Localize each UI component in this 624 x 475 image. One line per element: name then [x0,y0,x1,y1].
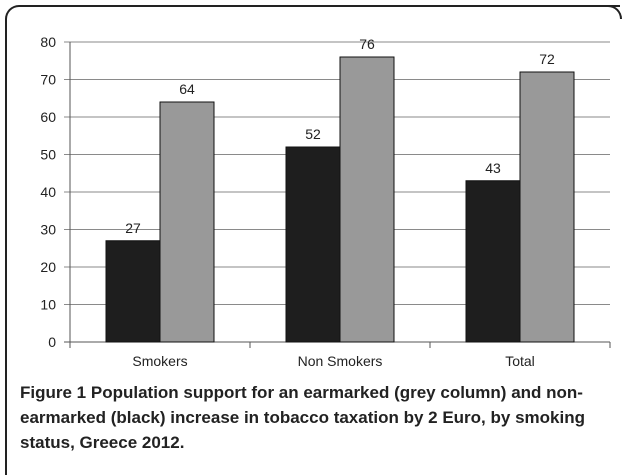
data-label-s1-c1: 76 [359,36,375,52]
data-label-s1-c0: 64 [179,81,195,97]
y-tick-label-0: 0 [48,334,56,350]
y-tick-label-20: 20 [40,259,56,275]
bar-s1-c1 [339,56,395,343]
y-tick-label-50: 50 [40,147,56,163]
bar-s1-c2 [519,71,575,343]
y-tick-label-10: 10 [40,297,56,313]
y-tick-label-60: 60 [40,109,56,125]
y-tick-label-30: 30 [40,222,56,238]
caption-text: Population support for an earmarked (gre… [20,383,585,452]
bar-s0-c1 [285,146,341,343]
x-tick-label-0: Smokers [132,353,187,369]
x-tick-label-2: Total [505,353,535,369]
data-label-s0-c2: 43 [485,160,501,176]
bar-s0-c0 [105,240,161,343]
bar-s0-c2 [465,180,521,343]
data-label-s0-c0: 27 [125,220,141,236]
bar-chart: 0 10 20 30 40 50 60 70 80 Smokers 27 64 Non Smokers 5… [40,34,611,369]
y-tick-label-80: 80 [40,34,56,50]
caption-label: Figure 1 [20,383,87,402]
data-label-s0-c1: 52 [305,126,321,142]
y-tick-label-70: 70 [40,72,56,88]
y-tick-label-40: 40 [40,184,56,200]
x-tick-label-1: Non Smokers [298,353,383,369]
figure-frame [5,5,620,475]
data-label-s1-c2: 72 [539,51,555,67]
figure-caption: Figure 1 Population support for an earma… [20,380,615,455]
bar-s1-c0 [159,101,215,343]
